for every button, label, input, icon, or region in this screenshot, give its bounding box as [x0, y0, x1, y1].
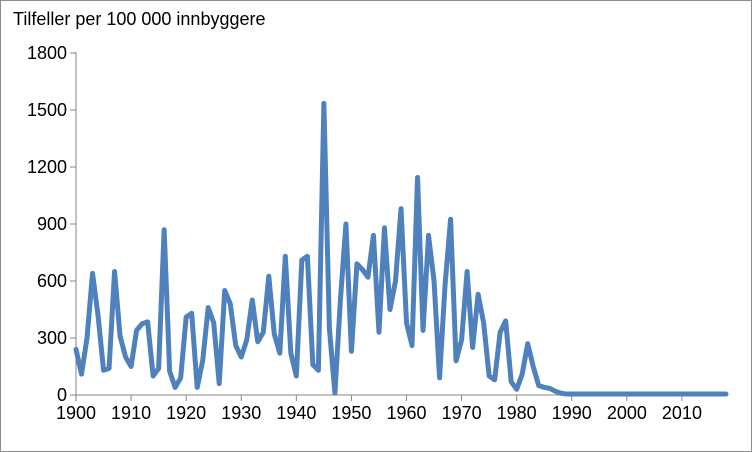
y-tick: 1800 [27, 43, 67, 63]
x-tick-label: 1920 [166, 403, 206, 423]
series-layer [73, 100, 729, 397]
series-line [73, 100, 729, 397]
y-tick-label: 900 [37, 214, 67, 234]
y-tick: 300 [37, 328, 67, 348]
x-tick-label: 1990 [552, 403, 592, 423]
x-tick-label: 1930 [221, 403, 261, 423]
x-tick-label: 1940 [276, 403, 316, 423]
y-tick: 1200 [27, 157, 67, 177]
x-tick: 1970 [442, 403, 482, 423]
y-axis: 0 300 600 900 1200 1500 1800 [27, 43, 77, 405]
x-axis: 1900 1910 1920 1930 1940 1950 1960 1970 1980 1990… [56, 394, 726, 423]
x-tick-label: 1980 [497, 403, 537, 423]
y-tick-label: 300 [37, 328, 67, 348]
y-tick-label: 600 [37, 271, 67, 291]
y-tick-label: 1500 [27, 100, 67, 120]
x-tick-label: 2000 [607, 403, 647, 423]
x-tick: 1990 [552, 403, 592, 423]
x-tick-label: 1960 [386, 403, 426, 423]
x-tick-label: 1970 [442, 403, 482, 423]
x-tick-label: 1910 [111, 403, 151, 423]
x-tick: 1960 [386, 403, 426, 423]
y-tick-label: 1800 [27, 43, 67, 63]
x-tick: 1920 [166, 403, 206, 423]
x-tick: 2000 [607, 403, 647, 423]
y-tick: 900 [37, 214, 67, 234]
x-tick-label: 1950 [331, 403, 371, 423]
y-tick-label: 1200 [27, 157, 67, 177]
x-tick: 1900 [56, 403, 96, 423]
y-tick: 600 [37, 271, 67, 291]
x-tick: 1910 [111, 403, 151, 423]
y-axis-title: Tilfeller per 100 000 innbyggere [13, 9, 266, 29]
x-tick: 2010 [662, 403, 702, 423]
y-tick: 0 [57, 385, 67, 405]
x-tick-label: 1900 [56, 403, 96, 423]
y-tick: 1500 [27, 100, 67, 120]
y-tick-label: 0 [57, 385, 67, 405]
x-tick-label: 2010 [662, 403, 702, 423]
x-tick: 1930 [221, 403, 261, 423]
x-tick: 1980 [497, 403, 537, 423]
x-tick: 1950 [331, 403, 371, 423]
x-tick: 1940 [276, 403, 316, 423]
